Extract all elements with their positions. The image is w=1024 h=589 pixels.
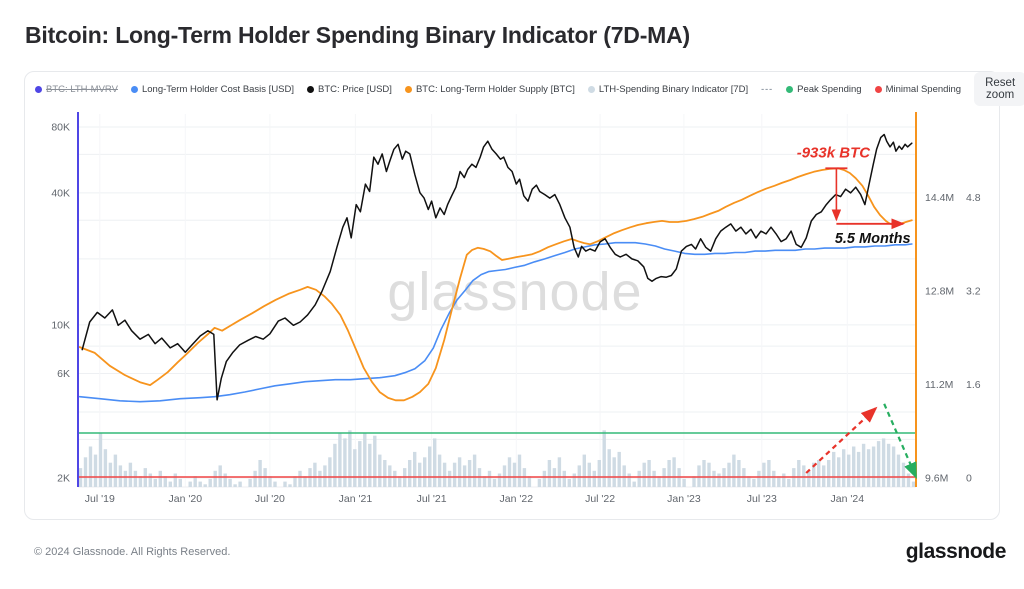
legend-marker (404, 85, 412, 93)
glassnode-logo: glassnode (905, 540, 1007, 563)
svg-text:Jan '22: Jan '22 (500, 493, 534, 505)
legend-item[interactable]: BTC: Price [USD] (307, 84, 392, 95)
legend-marker (587, 85, 595, 93)
legend-item[interactable]: LTH-Spending Binary Indicator [7D] (587, 83, 749, 95)
legend-item[interactable]: --- (761, 84, 773, 94)
legend-item-label: LTH-Spending Binary Indicator [7D] (598, 83, 749, 95)
dashed-line-marker: --- (761, 84, 774, 94)
svg-text:Jan '21: Jan '21 (339, 493, 373, 505)
falling-spending-arrow (883, 403, 918, 480)
svg-text:0: 0 (966, 473, 972, 485)
supply-axis-ticks: 14.4M 12.8M 11.2M 9.6M (925, 192, 954, 485)
svg-text:2K: 2K (57, 473, 70, 485)
svg-text:Jul '20: Jul '20 (255, 493, 285, 505)
lth-cost-basis-line (78, 241, 913, 403)
svg-text:12.8M: 12.8M (925, 286, 954, 298)
svg-text:Jan '23: Jan '23 (667, 493, 701, 505)
legend-row: BTC: LTH-MVRV Long-Term Holder Cost Basis… (35, 72, 1024, 106)
x-axis-ticks: Jul '19 Jan '20 Jul '20 Jan '21 Jul '21 Jan '… (85, 493, 864, 505)
price-axis-ticks: 80K 40K 10K 6K 2K (51, 122, 70, 485)
rising-spending-arrow (805, 406, 878, 474)
glassnode-watermark: glassnode (387, 262, 642, 322)
legend-item[interactable]: Long-Term Holder Cost Basis [USD] (130, 83, 295, 95)
legend-item[interactable]: Minimal Spending (874, 83, 962, 95)
svg-text:6K: 6K (57, 368, 70, 380)
svg-text:14.4M: 14.4M (925, 192, 954, 204)
page-title: Bitcoin: Long-Term Holder Spending Binar… (25, 22, 690, 48)
svg-text:11.2M: 11.2M (925, 379, 953, 391)
svg-text:4.8: 4.8 (966, 192, 981, 204)
indicator-axis-ticks: 4.8 3.2 1.6 0 (966, 192, 981, 485)
svg-text:Jan '24: Jan '24 (831, 493, 865, 505)
svg-text:1.6: 1.6 (966, 379, 981, 391)
svg-text:Jul '23: Jul '23 (747, 493, 777, 505)
legend-marker (874, 85, 882, 93)
btc-price-line (81, 133, 913, 401)
lth-supply-line (78, 167, 913, 402)
svg-text:80K: 80K (51, 122, 70, 134)
legend-marker (130, 85, 138, 93)
legend-item-label: Peak Spending (797, 83, 862, 95)
svg-text:9.6M: 9.6M (925, 473, 948, 485)
legend-item-label: BTC: Price [USD] (318, 83, 392, 95)
svg-text:40K: 40K (51, 187, 70, 199)
legend-item-label: BTC: LTH-MVRV (46, 83, 118, 95)
legend-item-label: Long-Term Holder Cost Basis [USD] (141, 83, 295, 95)
legend-marker (786, 85, 794, 93)
legend-marker (307, 85, 315, 93)
reset-zoom-button[interactable]: Reset zoom (974, 72, 1024, 106)
gridlines (78, 114, 916, 488)
duration-label: 5.5 Months (835, 231, 911, 247)
svg-text:Jul '22: Jul '22 (585, 493, 615, 505)
svg-text:Jan '20: Jan '20 (169, 493, 203, 505)
chart-area[interactable]: glassnode 80K 40K 10K 6K 2K 14.4M 12.8M 11.2M 9.6… (24, 100, 1000, 514)
supply-drop-annotation: -933k BTC 5.5 Months (797, 144, 911, 247)
chart-card: BTC: LTH-MVRV Long-Term Holder Cost Basis… (24, 71, 1024, 520)
chart-canvas[interactable]: glassnode 80K 40K 10K 6K 2K 14.4M 12.8M 11.2M 9.6… (24, 100, 1000, 514)
svg-text:Jul '19: Jul '19 (85, 493, 115, 505)
legend-item[interactable]: BTC: Long-Term Holder Supply [BTC] (404, 83, 575, 95)
svg-text:Jul '21: Jul '21 (417, 493, 447, 505)
legend-marker (35, 85, 42, 93)
legend-item-label: Minimal Spending (885, 83, 962, 95)
svg-text:10K: 10K (51, 319, 70, 331)
btc-change-label: -933k BTC (797, 144, 872, 161)
legend-item-label: BTC: Long-Term Holder Supply [BTC] (415, 83, 575, 95)
footer-copyright: © 2024 Glassnode. All Rights Reserved. (34, 546, 231, 558)
legend-item[interactable]: BTC: LTH-MVRV (35, 84, 118, 95)
svg-text:3.2: 3.2 (966, 286, 981, 298)
legend-item[interactable]: Peak Spending (786, 83, 862, 95)
